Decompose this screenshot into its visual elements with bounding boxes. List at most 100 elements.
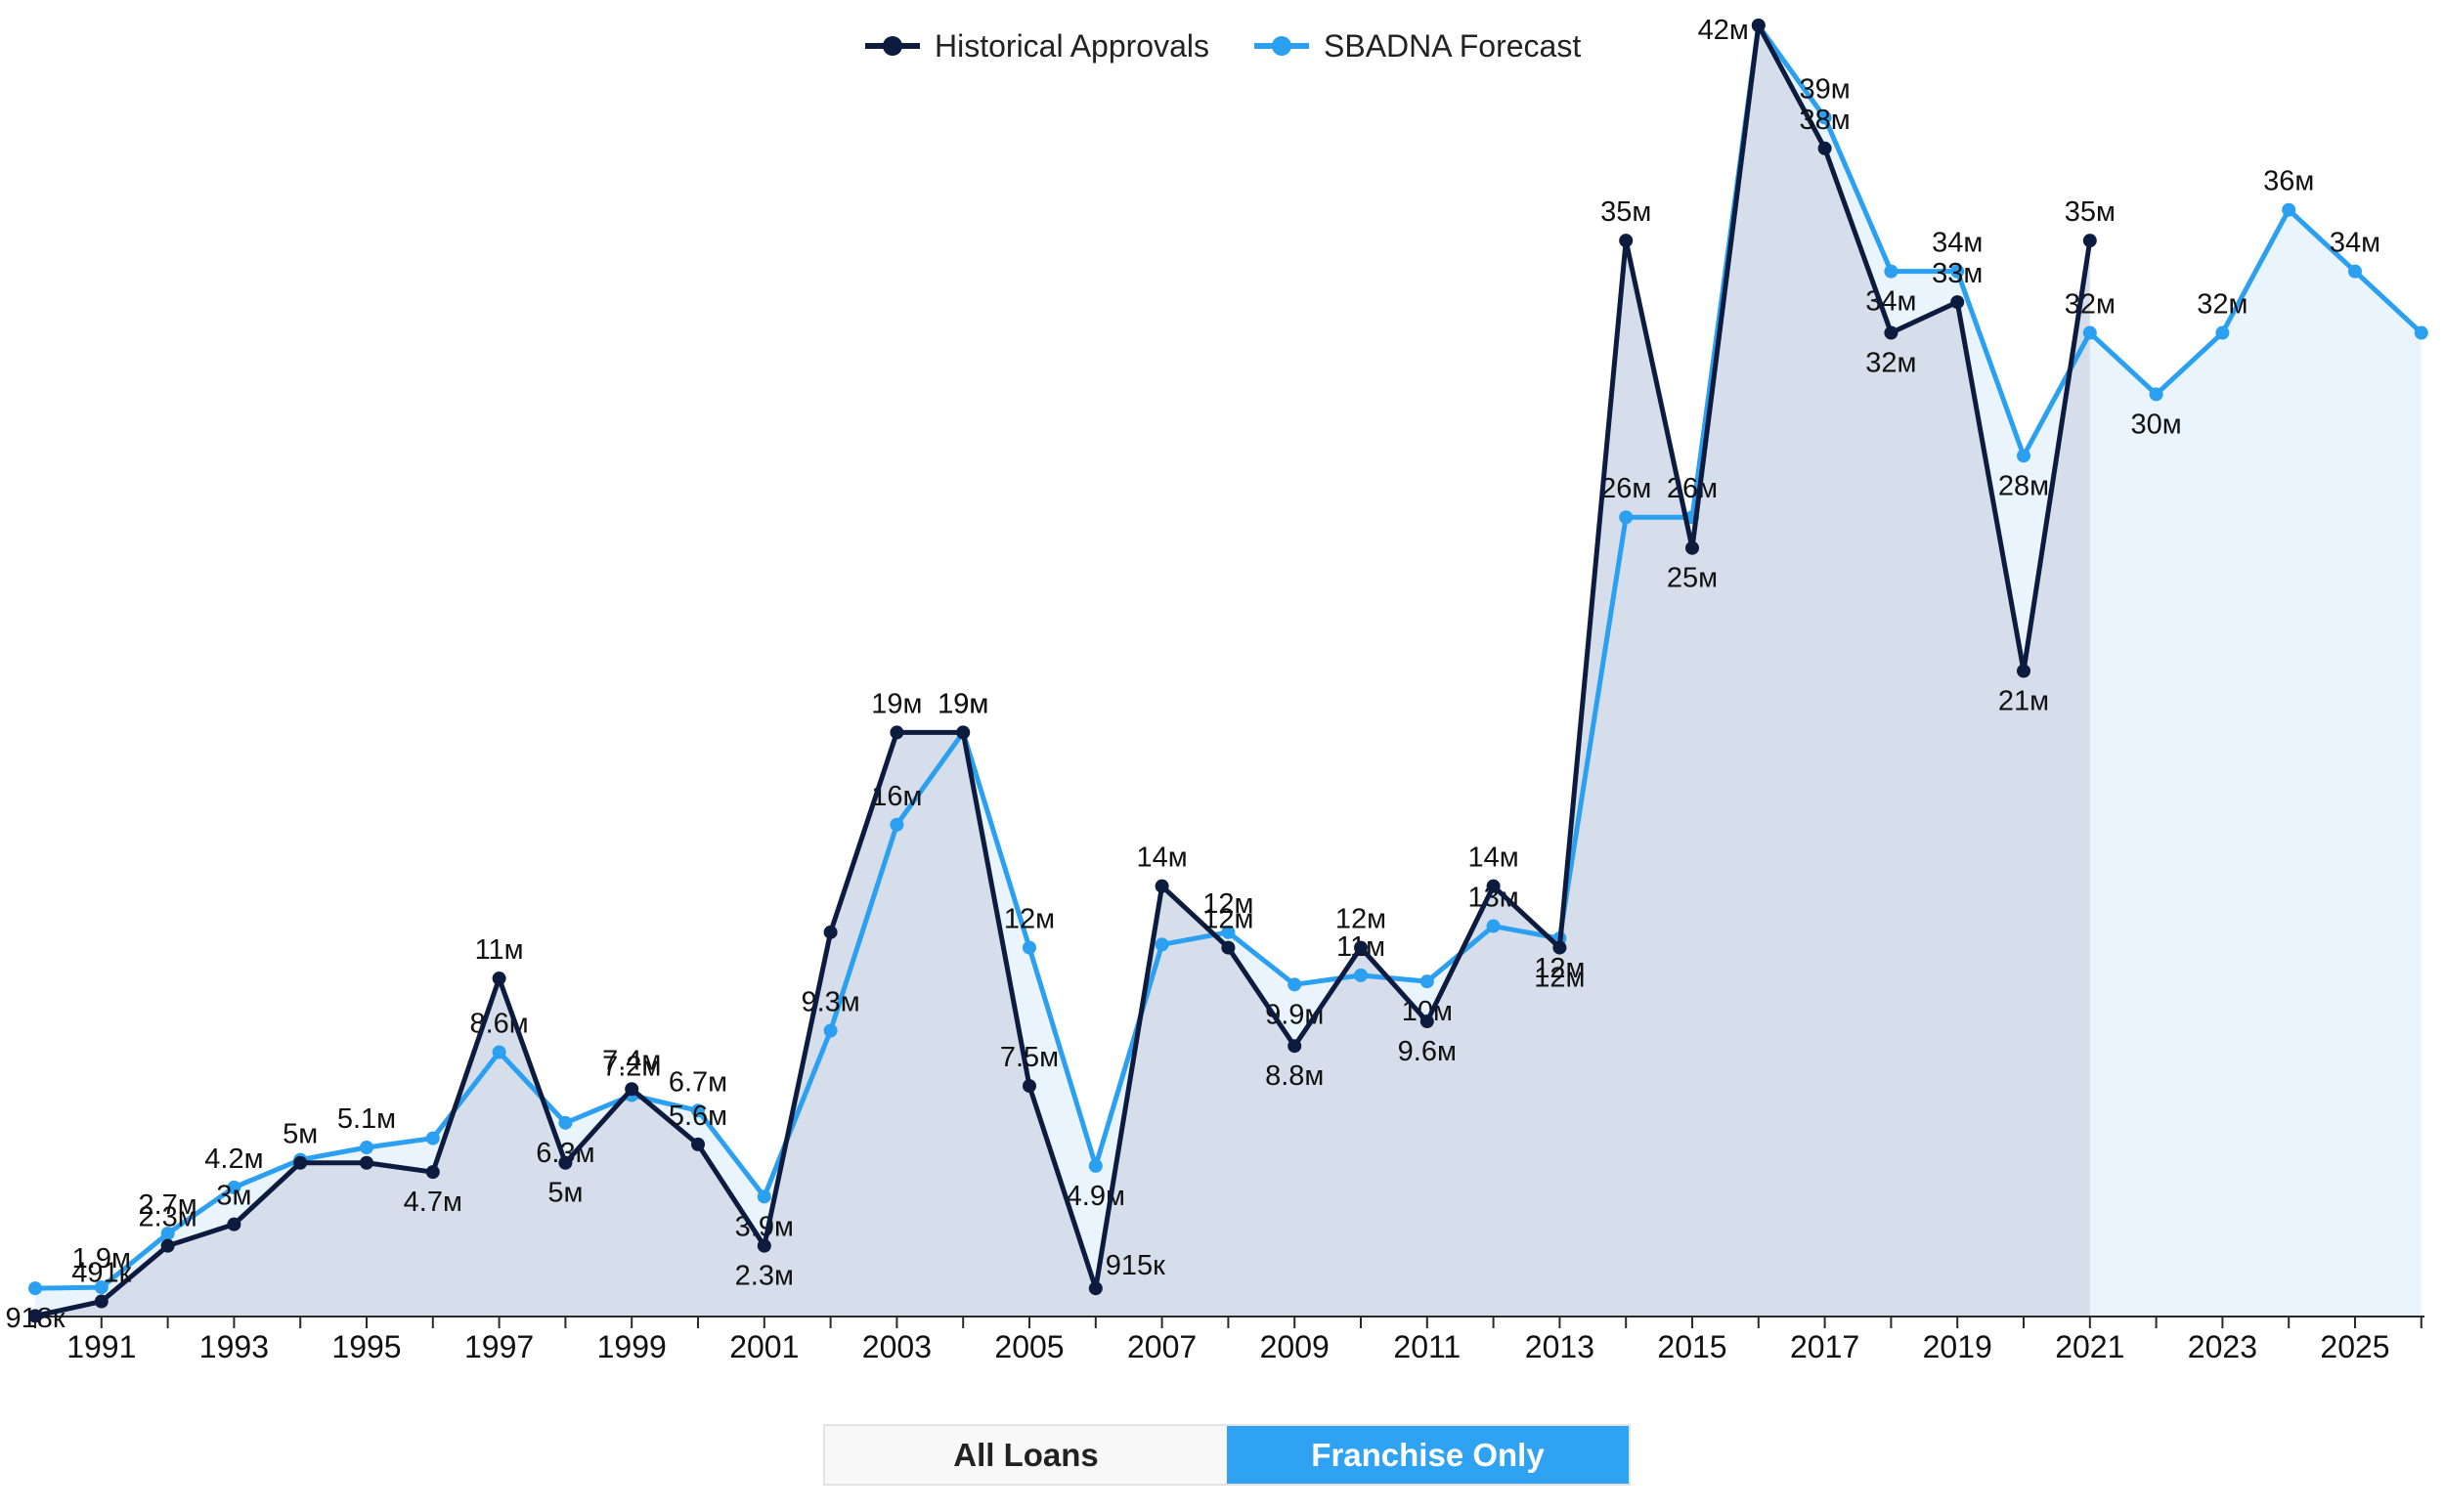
data-point: [360, 1141, 373, 1155]
data-point: [425, 1131, 440, 1145]
data-point: [558, 1155, 573, 1170]
data-label: 12м: [1534, 953, 1585, 984]
data-point: [757, 1189, 771, 1204]
data-point: [2149, 387, 2163, 402]
data-point: [2082, 325, 2097, 340]
data-point: [2282, 202, 2296, 217]
data-label: 9.6м: [1398, 1036, 1457, 1067]
data-label: 2.3м: [735, 1261, 794, 1292]
x-tick-label: 2001: [729, 1329, 799, 1364]
x-tick-label: 2011: [1393, 1329, 1461, 1364]
data-point: [1685, 540, 1699, 555]
data-point: [1287, 977, 1302, 992]
data-point: [28, 1281, 42, 1296]
data-label: 32м: [2065, 289, 2116, 321]
data-label: 4.2м: [204, 1144, 263, 1175]
data-label: 12м: [1534, 963, 1585, 994]
data-point: [1486, 919, 1501, 933]
legend-marker: [1272, 36, 1291, 56]
data-label: 32м: [1865, 348, 1916, 379]
data-point: [558, 1115, 573, 1130]
data-label: 7.5м: [1000, 1042, 1059, 1073]
data-label: 26м: [1667, 473, 1718, 504]
legend-label: Historical Approvals: [935, 28, 1209, 64]
series-line-0: [34, 22, 2093, 1318]
data-point: [227, 1180, 241, 1194]
x-tick-label: 2025: [2320, 1329, 2389, 1364]
data-point: [1419, 1015, 1434, 1029]
data-point: [1619, 510, 1634, 525]
data-label: 14м: [1136, 842, 1187, 874]
data-point: [2215, 325, 2230, 340]
data-label: 28м: [1998, 470, 2049, 501]
data-point: [360, 1155, 373, 1170]
data-point: [625, 1082, 639, 1097]
all-loans-button[interactable]: All Loans: [825, 1426, 1227, 1484]
data-label: 12м: [1335, 904, 1386, 935]
x-tick-label: 1993: [199, 1329, 269, 1364]
legend-label: SBADNA Forecast: [1324, 28, 1581, 64]
data-label: 25м: [1667, 563, 1718, 594]
data-point: [2017, 664, 2030, 678]
data-label: 32м: [2197, 289, 2248, 321]
data-point: [691, 1103, 705, 1118]
data-point: [1486, 879, 1501, 893]
data-point: [2082, 234, 2097, 248]
data-label: 26м: [1600, 473, 1651, 504]
data-label: 19м: [938, 688, 988, 719]
data-label: 36м: [2263, 166, 2314, 197]
x-tick-label: 1995: [331, 1329, 401, 1364]
data-point: [28, 1309, 42, 1323]
data-label: 7.4м: [602, 1045, 661, 1076]
data-label: 3м: [216, 1181, 251, 1212]
data-point: [2348, 264, 2362, 279]
data-point: [94, 1280, 109, 1295]
data-point: [1817, 110, 1832, 125]
data-label: 4.9м: [1067, 1181, 1125, 1212]
data-point: [1354, 968, 1368, 982]
data-label: 33м: [1932, 258, 1983, 289]
data-label: 915к: [1106, 1250, 1165, 1281]
x-tick-label: 2009: [1260, 1329, 1330, 1364]
data-label: 7.2м: [602, 1052, 661, 1083]
x-tick-label: 2015: [1657, 1329, 1726, 1364]
data-point: [691, 1137, 705, 1151]
franchise-only-button[interactable]: Franchise Only: [1227, 1426, 1629, 1484]
data-label: 19м: [938, 688, 988, 719]
data-point: [890, 725, 904, 740]
data-point: [1155, 937, 1169, 952]
data-label: 2.7м: [138, 1189, 196, 1221]
x-tick-label: 2003: [862, 1329, 932, 1364]
data-label: 38м: [1799, 105, 1850, 136]
data-point: [293, 1155, 308, 1170]
data-label: 12м: [1004, 904, 1055, 935]
data-label: 11м: [475, 934, 524, 966]
data-label: 491к: [71, 1258, 131, 1289]
data-point: [823, 925, 838, 939]
data-point: [757, 1238, 771, 1253]
data-label: 14м: [1467, 842, 1518, 874]
data-point: [1950, 264, 1965, 279]
data-point: [94, 1294, 109, 1309]
data-point: [1552, 940, 1567, 955]
data-label: 39м: [1799, 73, 1850, 105]
x-tick-label: 2019: [1923, 1329, 1992, 1364]
data-point: [1088, 1158, 1103, 1173]
data-point: [1221, 940, 1236, 955]
data-label: 5.1м: [337, 1103, 396, 1135]
data-point: [1088, 1281, 1103, 1296]
data-point: [1619, 234, 1634, 248]
series-area-0: [35, 25, 2090, 1317]
data-point: [1751, 19, 1766, 32]
x-tick-label: 2013: [1525, 1329, 1594, 1364]
x-tick-label: 2005: [994, 1329, 1064, 1364]
data-label: 34м: [2330, 228, 2380, 259]
data-point: [2017, 449, 2030, 463]
data-label: 19м: [871, 688, 922, 719]
data-point: [425, 1165, 440, 1180]
data-label: 9.3м: [801, 986, 859, 1017]
data-label: 35м: [1600, 196, 1651, 228]
data-label: 12м: [1202, 904, 1253, 935]
x-tick-label: 2007: [1127, 1329, 1197, 1364]
